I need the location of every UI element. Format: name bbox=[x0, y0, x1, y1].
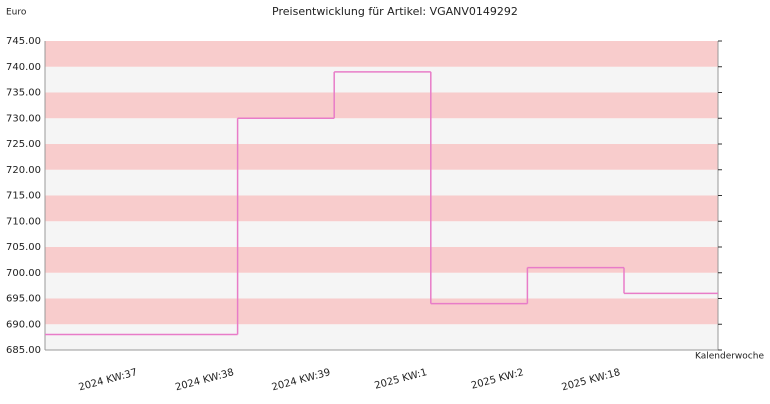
y-tick-label: 720.00 bbox=[6, 165, 41, 176]
x-tick-label: 2025 KW:1 bbox=[373, 367, 428, 392]
band bbox=[45, 221, 718, 247]
y-tick-label: 715.00 bbox=[6, 191, 41, 202]
y-tick-label: 705.00 bbox=[6, 242, 41, 253]
band bbox=[45, 118, 718, 144]
band bbox=[45, 144, 718, 170]
x-tick-label: 2024 KW:37 bbox=[78, 367, 139, 393]
y-tick-label: 730.00 bbox=[6, 113, 41, 124]
band bbox=[45, 247, 718, 273]
band bbox=[45, 41, 718, 67]
x-tick-label: 2025 KW:2 bbox=[470, 367, 525, 392]
y-tick-label: 710.00 bbox=[6, 216, 41, 227]
band bbox=[45, 66, 718, 93]
band bbox=[45, 195, 718, 222]
y-axis-label: Euro bbox=[6, 8, 27, 18]
band bbox=[45, 324, 718, 350]
y-tick-label: 725.00 bbox=[6, 139, 41, 150]
band bbox=[45, 272, 718, 299]
x-axis-label: Kalenderwoche bbox=[695, 352, 764, 362]
y-tick-label: 700.00 bbox=[6, 268, 41, 279]
y-tick-label: 695.00 bbox=[6, 294, 41, 305]
x-tick-label: 2024 KW:38 bbox=[174, 367, 235, 393]
y-tick-label: 735.00 bbox=[6, 88, 41, 99]
band bbox=[45, 169, 718, 196]
chart-title: Preisentwicklung für Artikel: VGANV01492… bbox=[272, 5, 518, 18]
y-tick-label: 740.00 bbox=[6, 62, 41, 73]
y-tick-label: 745.00 bbox=[6, 36, 41, 47]
y-tick-label: 685.00 bbox=[6, 345, 41, 356]
x-tick-label: 2025 KW:18 bbox=[561, 367, 622, 393]
band bbox=[45, 298, 718, 325]
x-tick-label: 2024 KW:39 bbox=[271, 367, 332, 393]
y-tick-label: 690.00 bbox=[6, 319, 41, 330]
band bbox=[45, 92, 718, 119]
